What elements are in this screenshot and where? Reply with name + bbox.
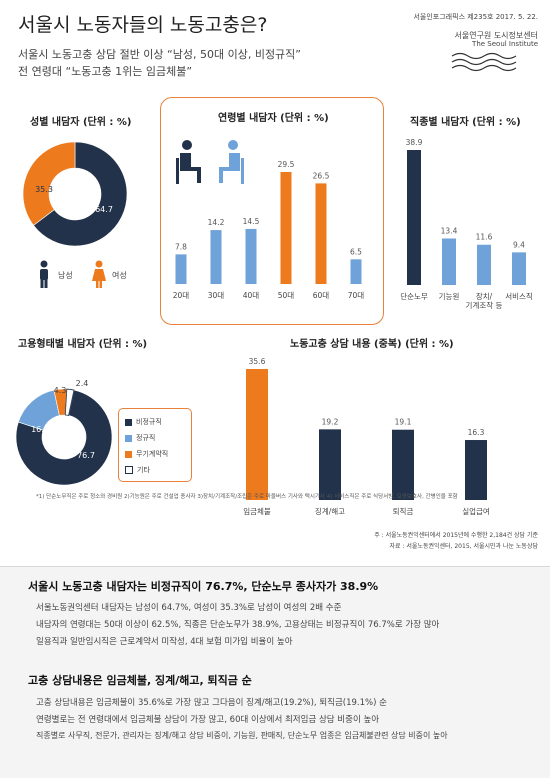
legend-swatch	[125, 450, 132, 458]
summary-item: 내담자의 연령대는 50대 이상이 62.5%, 직종은 단순노무가 38.9%…	[36, 620, 440, 630]
bar-category-label: 기능원	[439, 292, 460, 301]
source-note-2: 자료 : 서울노동권익센터, 2015, 서울시민과 나눈 노동상담	[389, 543, 538, 550]
bar-value-label: 14.5	[243, 217, 260, 226]
charts-canvas: 64.7 35.3 7.8 20대 14.2 30대 14.5 40대 29.5 50대 26.5…	[15, 138, 533, 516]
bar-category-label: 장치/	[476, 291, 493, 301]
bar-category-label: 40대	[243, 291, 260, 300]
donut-slice-1	[22, 141, 76, 226]
seated-people-icon	[176, 140, 244, 184]
publisher-name: 서울연구원 도시정보센터	[454, 31, 538, 40]
subtitle-2: 전 연령대 “노동고충 1위는 임금체불”	[18, 65, 193, 78]
bar-category-label: 징계/해고	[315, 506, 345, 516]
page-title: 서울시 노동자들의 노동고충은?	[18, 14, 268, 36]
bar-value-label: 6.5	[350, 247, 362, 256]
age-chart-frame	[160, 97, 384, 325]
subtitle-1: 서울시 노동고충 상담 절반 이상 “남성, 50대 이상, 비정규직”	[18, 48, 301, 61]
summary-item: 일용직과 일반임시직은 근로계약서 미작성, 4대 보험 미가입 비율이 높아	[36, 637, 293, 647]
summary-heading-1: 서울시 노동고충 내담자는 비정규직이 76.7%, 단순노무 종사자가 38.…	[28, 580, 379, 593]
bar-0	[175, 254, 187, 284]
bar-category-label: 20대	[173, 291, 190, 300]
chart-title-employment: 고용형태별 내담자 (단위 : %)	[18, 339, 148, 350]
employment-legend: 비정규직 정규직 무기계약직 기타	[118, 408, 192, 482]
bar-value-label: 29.5	[278, 160, 295, 169]
legend-swatch	[125, 434, 132, 442]
bar-value-label: 9.4	[513, 240, 525, 249]
bar-1	[442, 238, 456, 285]
bar-value-label: 35.6	[249, 357, 266, 366]
slice-value-label: 2.4	[76, 379, 89, 388]
summary-item: 연령별로는 전 연령대에서 임금체불 상담이 가장 많고, 60대 이상에서 최…	[36, 715, 380, 725]
bar-value-label: 13.4	[441, 226, 458, 235]
donut-slice-0	[33, 141, 128, 247]
bar-category-label: 단순노무	[400, 291, 428, 301]
legend-item-irregular: 비정규직	[125, 417, 162, 427]
slice-value-label: 16.6	[31, 425, 49, 434]
bar-value-label: 19.2	[322, 417, 339, 426]
bar-value-label: 14.2	[208, 218, 225, 227]
legend-item-regular: 정규직	[125, 433, 155, 443]
bar-value-label: 19.1	[395, 418, 412, 427]
slice-value-label: 35.3	[35, 185, 53, 194]
bar-0	[246, 369, 268, 500]
chart-title-gender: 성별 내담자 (단위 : %)	[30, 117, 132, 128]
bar-value-label: 7.8	[175, 242, 187, 251]
bar-category-label: 30대	[208, 291, 225, 300]
bar-3	[280, 172, 292, 284]
bar-3	[512, 252, 526, 285]
bar-4	[315, 183, 327, 284]
legend-item-indefinite: 무기계약직	[125, 449, 168, 459]
bar-2	[477, 244, 491, 285]
bar-category-label: 퇴직금	[393, 506, 414, 516]
chart-title-age: 연령별 내담자 (단위 : %)	[218, 113, 329, 124]
gender-donut-chart: 64.7 35.3	[22, 141, 128, 247]
bar-value-label: 38.9	[406, 138, 423, 147]
bar-category-label: 60대	[313, 291, 330, 300]
source-note-1: 주 : 서울노동권익센터에서 2015년에 수행한 2,184건 상담 기준	[374, 532, 538, 539]
bar-3	[465, 440, 487, 500]
donut-slice-0	[15, 389, 113, 486]
bar-value-label: 26.5	[313, 171, 330, 180]
bar-5	[350, 259, 362, 284]
employment-donut-chart: 76.7 16.6 4.3 2.4	[15, 379, 113, 486]
bar-1	[210, 230, 222, 284]
other-slice-outline	[64, 388, 75, 416]
chart-title-job: 직종별 내담자 (단위 : %)	[410, 117, 521, 128]
slice-value-label: 76.7	[77, 451, 95, 460]
legend-item-other: 기타	[125, 465, 150, 475]
bar-value-label: 11.6	[476, 233, 493, 242]
bar-category-label: 서비스직	[505, 291, 533, 301]
series-label: 서울인포그래픽스 제235호 2017. 5. 22.	[413, 13, 538, 21]
publisher-name-en: The Seoul Institute	[472, 40, 538, 48]
bar-0	[407, 150, 421, 285]
male-label: 남성	[58, 271, 73, 280]
institute-logo	[451, 52, 517, 72]
slice-value-label: 64.7	[95, 205, 113, 214]
slice-value-label: 4.3	[54, 386, 67, 395]
summary-item: 직종별로 사무직, 전문가, 관리자는 징계/해고 상담 비중이, 기능원, 판…	[36, 731, 448, 740]
bar-category-label: 임금체불	[243, 506, 271, 516]
job-bar-chart: 38.9 단순노무 13.4 기능원 11.6 장치/기계조작 등 9.4 서비스직	[400, 138, 533, 310]
bar-1	[319, 429, 341, 500]
female-label: 여성	[112, 270, 127, 280]
legend-swatch	[125, 418, 132, 426]
bar-value-label: 16.3	[468, 428, 485, 437]
summary-heading-2: 고충 상담내용은 임금체불, 징계/해고, 퇴직금 순	[28, 674, 252, 687]
age-bar-chart: 7.8 20대 14.2 30대 14.5 40대 29.5 50대 26.5 60대 6.5 70대	[173, 160, 365, 300]
summary-item: 서울노동권익센터 내담자는 남성이 64.7%, 여성이 35.3%로 남성이 …	[36, 603, 342, 613]
complaint-bar-chart: 35.6 임금체불 19.2 징계/해고 19.1 퇴직금 16.3 실업급여	[243, 357, 490, 516]
bar-2	[392, 429, 414, 500]
bar-category-label: 실업급여	[462, 506, 490, 516]
bar-2	[245, 228, 257, 284]
chart-title-complaints: 노동고충 상담 내용 (중복) (단위 : %)	[290, 339, 454, 350]
female-icon	[92, 260, 106, 288]
male-icon	[40, 260, 48, 288]
legend-swatch	[125, 466, 133, 474]
bar-category-label: 50대	[278, 291, 295, 300]
footnote: *1) 단순노무직은 주로 청소와 경비원 2)기능원은 주로 건설업 종사자 …	[36, 494, 458, 500]
bar-category-label: 기계조작 등	[466, 300, 503, 310]
summary-item: 고충 상담내용은 임금체불이 35.6%로 가장 많고 그다음이 징계/해고(1…	[36, 698, 387, 708]
summary-panel	[0, 566, 550, 778]
bar-category-label: 70대	[348, 291, 365, 300]
